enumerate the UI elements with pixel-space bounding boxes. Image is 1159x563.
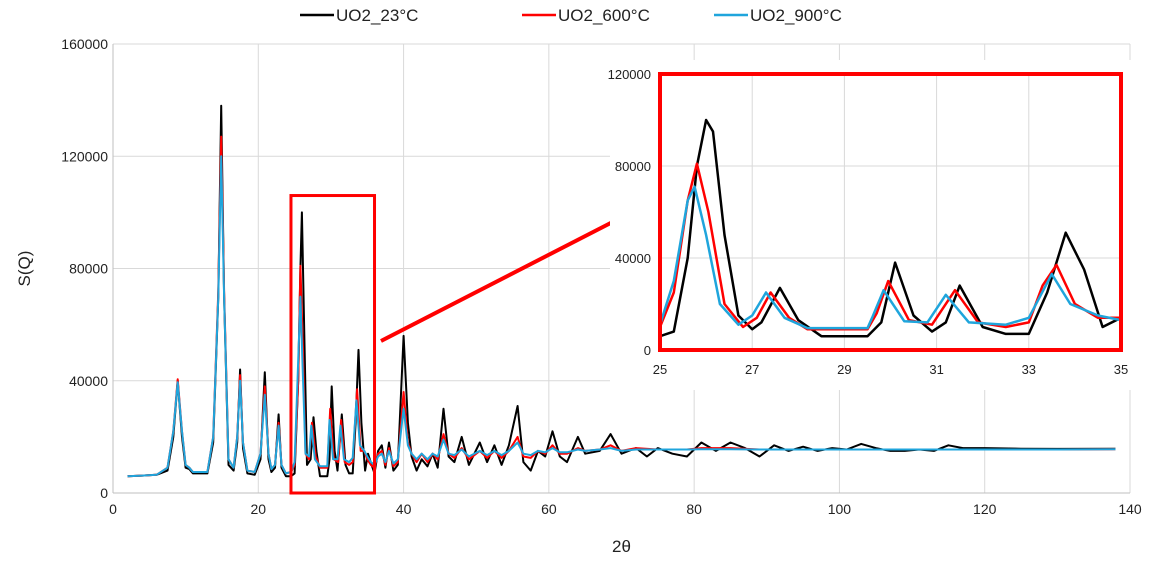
main-y-tick-label: 120000 [61,148,108,164]
inset-y-tick-label: 80000 [615,159,651,174]
main-x-tick-label: 100 [828,501,852,517]
inset-frame [658,72,1123,352]
inset-series-line [660,118,1121,338]
main-series-line [127,155,1116,478]
main-y-tick-label: 160000 [61,36,108,52]
main-axes [112,44,1130,494]
main-x-tick-label: 0 [109,501,117,517]
main-x-tick-label: 60 [541,501,557,517]
main-y-tick-label: 80000 [69,261,108,277]
main-tick-labels: 0 20 40 60 80 100 120 140 0 40000 80000 120000 16000… [61,36,1142,517]
inset-y-tick-label: 0 [644,343,651,358]
inset-x-tick-label: 35 [1114,362,1128,377]
x-axis-title: 2θ [612,537,631,556]
legend: UO2_23°C UO2_600°C UO2_900°C [300,6,842,25]
inset-background [610,60,1137,390]
inset-y-tick-label: 40000 [615,251,651,266]
zoom-arrow-line [380,209,635,343]
zoom-arrow [380,204,648,343]
inset-series-lines [660,118,1121,338]
inset-x-tick-label: 33 [1022,362,1036,377]
main-x-tick-label: 40 [396,501,412,517]
inset-x-tick-label: 29 [837,362,851,377]
inset-x-tick-label: 31 [929,362,943,377]
main-y-tick-label: 40000 [69,373,108,389]
y-axis-title: S(Q) [15,251,34,287]
main-x-tick-label: 120 [973,501,997,517]
inset-series-line [660,162,1121,331]
inset-x-tick-label: 27 [745,362,759,377]
main-x-tick-label: 140 [1118,501,1142,517]
legend-label: UO2_23°C [336,6,418,25]
inset-y-tick-label: 120000 [608,67,651,82]
main-x-tick-label: 80 [686,501,702,517]
legend-label: UO2_900°C [750,6,842,25]
zoom-region-rect [289,194,377,495]
zoom-region-box [289,194,377,495]
legend-label: UO2_600°C [558,6,650,25]
inset-chart: 25 27 29 31 33 35 0 40000 80000 120000 [608,60,1137,390]
main-x-tick-label: 20 [250,501,266,517]
main-y-tick-label: 0 [100,485,108,501]
inset-series-line [660,185,1121,330]
main-series-lines [127,104,1116,478]
inset-x-tick-label: 25 [653,362,667,377]
